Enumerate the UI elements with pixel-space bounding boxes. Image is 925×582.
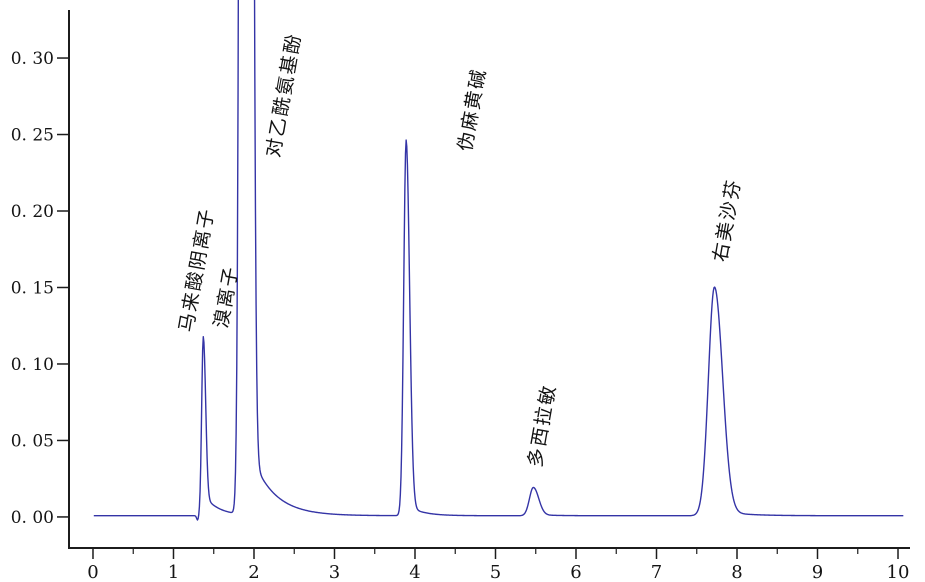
peak-label-6: 右美沙芬 [709,177,745,264]
x-tick-label: 4 [409,562,420,582]
peak-label-5: 多西拉敏 [524,382,560,469]
x-tick-label: 3 [329,562,340,582]
peak-label-4: 伪麻黄碱 [454,66,490,153]
y-tick-label: 0. 20 [11,202,54,222]
x-tick-label: 7 [651,562,662,582]
chromatogram-trace [93,0,904,521]
x-tick-label: 0 [87,562,98,582]
y-tick-label: 0. 00 [11,508,54,528]
peak-label-3: 对乙酰氨基酚 [262,31,306,159]
y-tick-label: 0. 25 [11,126,54,146]
y-tick-label: 0. 10 [11,355,54,375]
x-tick-label: 2 [248,562,259,582]
y-tick-label: 0. 05 [11,431,54,451]
x-tick-label: 1 [168,562,179,582]
x-tick-label: 5 [490,562,501,582]
y-tick-label: 0. 15 [11,278,54,298]
x-tick-label: 6 [570,562,581,582]
peak-label-2: 溴离子 [210,264,243,330]
x-tick-label: 9 [812,562,823,582]
x-tick-label: 10 [887,562,910,582]
x-tick-label: 8 [731,562,742,582]
y-tick-label: 0. 30 [11,49,54,69]
